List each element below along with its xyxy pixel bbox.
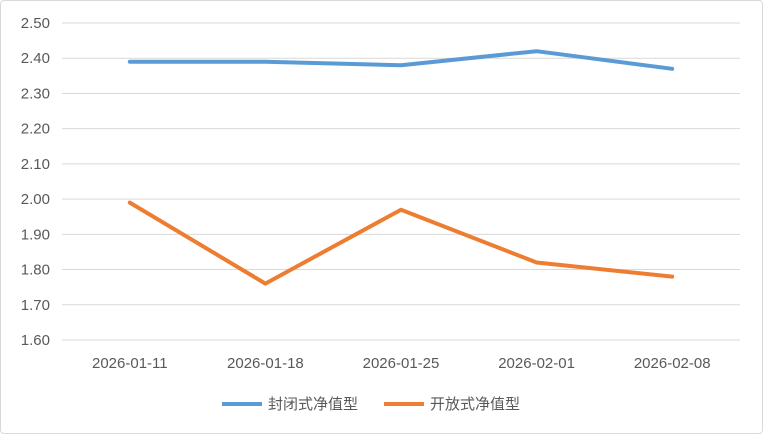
data-point (535, 49, 539, 53)
y-tick-label: 2.30 (21, 85, 50, 102)
y-tick-label: 1.90 (21, 226, 50, 243)
x-tick-label: 2026-01-18 (227, 355, 304, 372)
y-axis-tick-labels: 1.60 1.70 1.80 1.90 2.00 2.10 2.20 2.30 2.40 2.50 (21, 15, 50, 349)
data-point (670, 67, 674, 71)
y-tick-label: 2.10 (21, 156, 50, 173)
gridlines (62, 22, 740, 341)
y-tick-label: 2.20 (21, 121, 50, 138)
legend-label: 封闭式净值型 (268, 395, 358, 413)
y-tick-label: 2.00 (21, 191, 50, 208)
y-tick-label: 1.80 (21, 262, 50, 279)
data-point (399, 63, 403, 67)
x-axis-tick-labels: 2026-01-11 2026-01-18 2026-01-25 2026-02-01… (92, 355, 711, 372)
x-tick-label: 2026-02-08 (634, 355, 711, 372)
y-tick-label: 1.70 (21, 297, 50, 314)
x-tick-label: 2026-01-25 (363, 355, 440, 372)
data-point (263, 282, 267, 286)
data-point (263, 60, 267, 64)
y-tick-label: 1.60 (21, 332, 50, 349)
series-line-1 (127, 49, 675, 71)
x-tick-label: 2026-02-01 (498, 355, 575, 372)
data-point (128, 60, 132, 64)
y-tick-label: 2.40 (21, 50, 50, 67)
series-lines (127, 49, 675, 286)
legend-label: 开放式净值型 (430, 395, 520, 413)
data-point (535, 261, 539, 265)
y-tick-label: 2.50 (21, 15, 50, 32)
data-point (670, 275, 674, 279)
data-point (399, 208, 403, 212)
data-point (128, 201, 132, 205)
x-tick-label: 2026-01-11 (92, 355, 168, 372)
legend: 封闭式净值型 开放式净值型 (222, 395, 520, 413)
series-line-2 (127, 200, 675, 286)
